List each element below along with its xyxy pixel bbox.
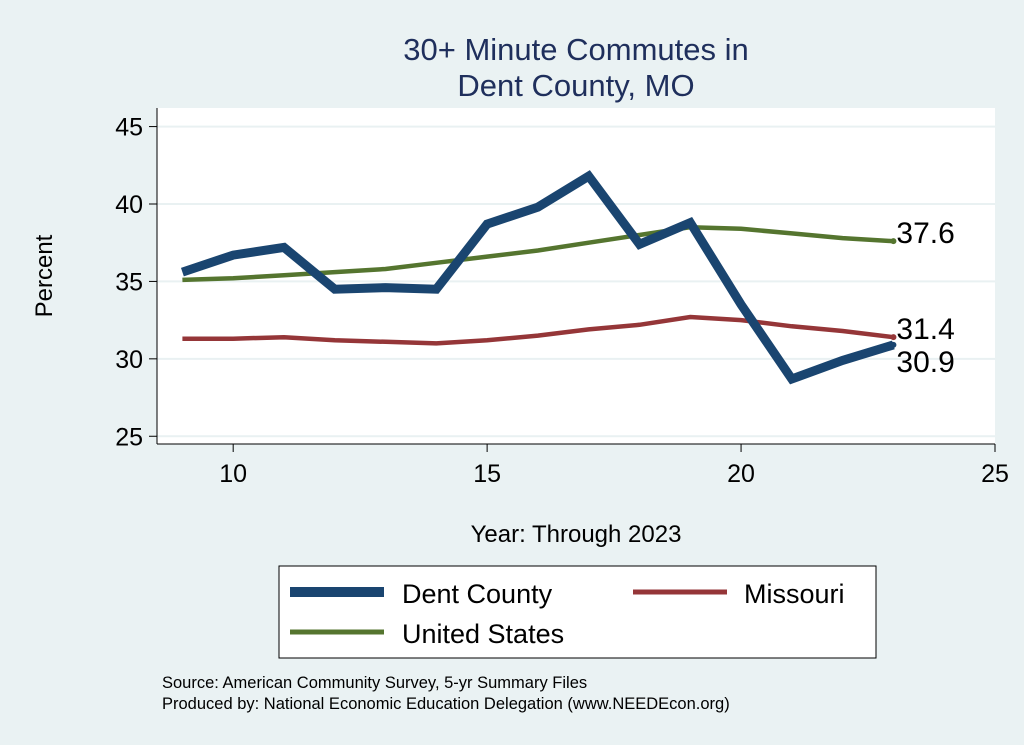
x-tick-label-10: 10: [219, 460, 247, 488]
end-label-united-states: 37.6: [896, 217, 954, 250]
legend-label-united-states: United States: [402, 619, 564, 649]
x-axis-title: Year: Through 2023: [471, 521, 682, 548]
x-tick-label-15: 15: [473, 460, 501, 488]
x-axis: 10 15 20 25: [219, 444, 1009, 488]
legend-label-dent-county: Dent County: [402, 579, 553, 609]
legend-label-missouri: Missouri: [744, 579, 845, 609]
legend: Dent County Missouri United States: [278, 565, 877, 659]
chart-title-line-1: 30+ Minute Commutes in: [403, 32, 748, 67]
y-tick-label-25: 25: [115, 423, 143, 451]
y-tick-label-45: 45: [115, 114, 143, 142]
series-end-point-missouri: [890, 334, 897, 341]
series-end-point-dent-county: [890, 341, 897, 348]
x-tick-label-25: 25: [981, 460, 1009, 488]
source-note: Source: American Community Survey, 5-yr …: [162, 674, 587, 692]
y-tick-label-40: 40: [115, 191, 143, 219]
series-end-point-united-states: [890, 238, 897, 245]
y-axis: 25 30 35 40 45: [115, 114, 157, 451]
series-line-united-states: [182, 224, 894, 283]
series-group: [180, 170, 897, 385]
chart-title-line-2: Dent County, MO: [457, 68, 694, 103]
end-label-dent-county: 30.9: [896, 346, 954, 379]
producer-note: Produced by: National Economic Education…: [162, 695, 730, 713]
legend-box: [278, 565, 877, 659]
end-label-missouri: 31.4: [896, 313, 954, 346]
series-line-dent-county: [180, 170, 895, 385]
y-tick-label-35: 35: [115, 268, 143, 296]
x-tick-label-20: 20: [727, 460, 755, 488]
y-axis-title: Percent: [31, 234, 58, 317]
series-line-missouri: [182, 314, 894, 346]
end-labels: 30.931.4 37.6: [896, 217, 954, 379]
y-tick-label-30: 30: [115, 346, 143, 374]
